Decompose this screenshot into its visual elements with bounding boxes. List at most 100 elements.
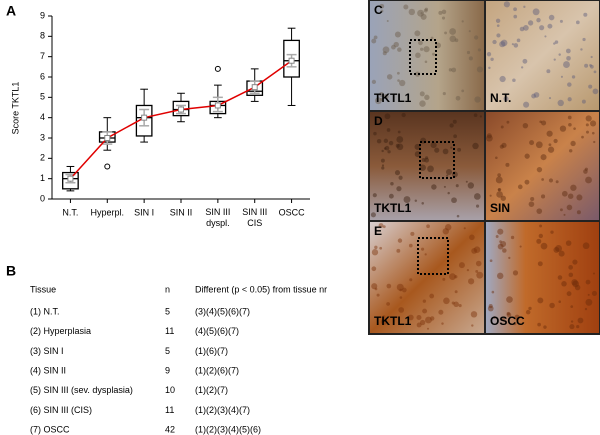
texture (424, 7, 429, 12)
texture (451, 197, 457, 204)
texture (592, 272, 596, 275)
texture (396, 143, 404, 151)
texture (427, 165, 434, 173)
texture (425, 156, 429, 160)
texture (537, 261, 543, 267)
texture (447, 191, 450, 195)
texture (444, 224, 452, 231)
texture (391, 44, 396, 50)
mean-marker (288, 57, 295, 64)
texture (419, 91, 425, 97)
texture (519, 26, 525, 32)
texture (371, 266, 377, 272)
zoom-box (409, 39, 437, 75)
texture (463, 227, 466, 230)
texture (373, 35, 378, 40)
table-cell: (6) SIN III (CIS) (30, 405, 92, 415)
texture (468, 278, 475, 285)
texture (386, 128, 391, 132)
table-cell: (4)(5)(6)(7) (195, 326, 239, 336)
texture (536, 166, 543, 173)
texture (581, 99, 586, 104)
texture (449, 273, 456, 281)
texture (452, 119, 457, 124)
texture (472, 142, 479, 150)
texture (549, 302, 555, 309)
texture (442, 277, 446, 281)
x-tick-label: SIN II (170, 207, 193, 217)
texture (558, 300, 561, 303)
texture (587, 293, 590, 296)
texture (372, 193, 377, 198)
texture (371, 249, 379, 256)
texture (397, 79, 400, 82)
texture (461, 89, 465, 93)
texture (393, 41, 399, 48)
texture (467, 182, 475, 189)
texture (384, 145, 390, 151)
texture (559, 125, 567, 132)
texture (426, 224, 430, 229)
texture (454, 38, 459, 43)
texture (414, 199, 418, 203)
texture (548, 97, 552, 100)
texture (495, 176, 503, 184)
micrograph (370, 1, 484, 110)
image-label: OSCC (490, 314, 525, 328)
texture (394, 31, 401, 38)
texture (592, 88, 599, 95)
panel-letter: C (374, 3, 383, 17)
texture (488, 66, 491, 70)
outlier (214, 65, 221, 72)
texture (475, 269, 479, 273)
texture (497, 187, 502, 192)
texture (376, 293, 380, 297)
table-cell: 10 (165, 385, 175, 395)
texture (511, 43, 514, 46)
texture (424, 94, 430, 101)
texture (489, 259, 493, 263)
texture (394, 170, 401, 176)
texture (397, 130, 401, 134)
table-cell: 11 (165, 405, 174, 415)
y-axis-label: Score TKTL1 (10, 82, 20, 135)
texture (576, 325, 580, 329)
texture (590, 55, 593, 59)
texture (374, 97, 382, 105)
texture (424, 60, 428, 64)
texture (382, 315, 386, 319)
x-tick-label: Hyperpl. (91, 207, 125, 217)
texture (398, 307, 405, 313)
texture (501, 317, 505, 321)
texture (568, 265, 574, 270)
texture (383, 147, 387, 150)
texture (570, 140, 576, 147)
micrograph (486, 1, 599, 110)
texture (531, 93, 537, 99)
texture (499, 75, 506, 83)
texture (475, 260, 482, 267)
texture (536, 17, 541, 23)
texture (513, 7, 517, 12)
panel-letter: E (374, 224, 382, 238)
texture (495, 235, 499, 238)
texture (499, 240, 502, 243)
texture (388, 140, 394, 146)
texture (591, 131, 595, 135)
texture (371, 283, 378, 290)
texture (572, 280, 580, 288)
texture (558, 53, 561, 56)
texture (449, 28, 457, 35)
texture (386, 283, 392, 289)
y-tick-label: 2 (40, 153, 45, 163)
texture (470, 311, 478, 318)
texture (593, 140, 596, 144)
table-header: Tissue (30, 284, 56, 294)
mean-marker (178, 106, 184, 113)
texture (443, 185, 446, 188)
y-tick-label: 3 (40, 132, 45, 142)
texture (563, 61, 570, 69)
table-cell: 9 (165, 365, 170, 375)
texture (567, 97, 572, 102)
table-cell: 5 (165, 306, 170, 316)
